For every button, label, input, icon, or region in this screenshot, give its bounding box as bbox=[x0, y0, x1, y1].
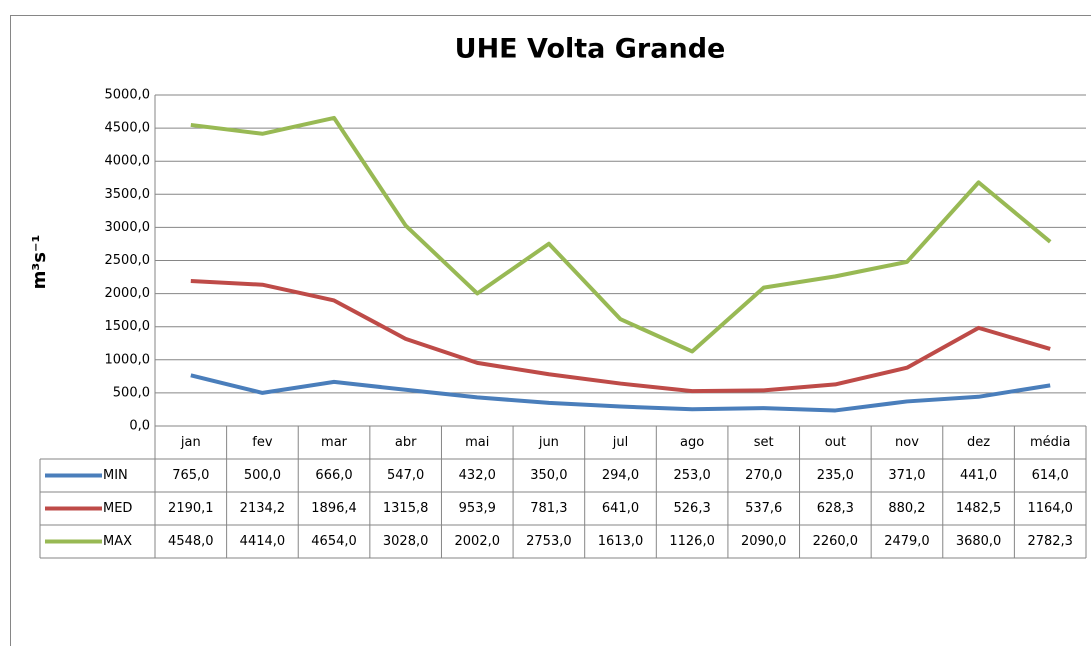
y-tick-label: 2000,0 bbox=[105, 286, 151, 301]
table-value: 1126,0 bbox=[669, 534, 715, 549]
x-tick-label: out bbox=[825, 435, 846, 450]
y-axis-label: m³s⁻¹ bbox=[29, 235, 50, 290]
series-line bbox=[190, 115, 1052, 354]
table-value: 4548,0 bbox=[168, 534, 214, 549]
table-value: 500,0 bbox=[244, 468, 281, 483]
table-value: 880,2 bbox=[888, 501, 925, 516]
table-value: 294,0 bbox=[602, 468, 639, 483]
table-value: 2190,1 bbox=[168, 501, 214, 516]
table-value: 1482,5 bbox=[956, 501, 1002, 516]
x-tick-label: fev bbox=[252, 435, 273, 450]
x-tick-label: mai bbox=[465, 435, 489, 450]
table-value: 2479,0 bbox=[884, 534, 930, 549]
table-value: 2782,3 bbox=[1027, 534, 1073, 549]
y-tick-label: 1000,0 bbox=[105, 352, 151, 367]
table-value: 2260,0 bbox=[813, 534, 859, 549]
x-tick-label: abr bbox=[395, 435, 417, 450]
table-value: 1613,0 bbox=[598, 534, 644, 549]
y-tick-label: 3000,0 bbox=[105, 220, 151, 235]
y-tick-label: 0,0 bbox=[129, 419, 150, 434]
table-value: 1164,0 bbox=[1027, 501, 1073, 516]
x-tick-label: ago bbox=[680, 435, 704, 450]
y-tick-label: 1500,0 bbox=[105, 319, 151, 334]
table-value: 2090,0 bbox=[741, 534, 787, 549]
table-value: 4654,0 bbox=[311, 534, 357, 549]
table-value: 666,0 bbox=[315, 468, 352, 483]
chart-title: UHE Volta Grande bbox=[455, 34, 726, 65]
y-tick-label: 2500,0 bbox=[105, 253, 151, 268]
x-tick-label: jul bbox=[612, 435, 628, 450]
table-value: 270,0 bbox=[745, 468, 782, 483]
table-value: 1315,8 bbox=[383, 501, 429, 516]
table-value: 537,6 bbox=[745, 501, 782, 516]
series-line bbox=[190, 279, 1051, 394]
table-value: 432,0 bbox=[459, 468, 496, 483]
table-value: 2753,0 bbox=[526, 534, 572, 549]
table-value: 3028,0 bbox=[383, 534, 429, 549]
table-value: 526,3 bbox=[674, 501, 711, 516]
table-value: 4414,0 bbox=[240, 534, 286, 549]
table-value: 1896,4 bbox=[311, 501, 357, 516]
x-tick-label: jan bbox=[180, 435, 201, 450]
series-line bbox=[190, 373, 1051, 413]
y-tick-label: 500,0 bbox=[113, 385, 150, 400]
table-value: 953,9 bbox=[459, 501, 496, 516]
table-value: 547,0 bbox=[387, 468, 424, 483]
legend-label: MIN bbox=[103, 468, 128, 483]
table-value: 2002,0 bbox=[455, 534, 501, 549]
table-value: 350,0 bbox=[530, 468, 567, 483]
x-tick-label: jun bbox=[538, 435, 559, 450]
legend-label: MED bbox=[103, 501, 132, 516]
table-value: 2134,2 bbox=[240, 501, 286, 516]
x-tick-label: mar bbox=[321, 435, 348, 450]
table-value: 235,0 bbox=[817, 468, 854, 483]
table-value: 3680,0 bbox=[956, 534, 1002, 549]
y-tick-label: 3500,0 bbox=[105, 187, 151, 202]
table-value: 628,3 bbox=[817, 501, 854, 516]
legend-label: MAX bbox=[103, 534, 132, 549]
table-value: 253,0 bbox=[674, 468, 711, 483]
table-value: 441,0 bbox=[960, 468, 997, 483]
y-tick-label: 4500,0 bbox=[105, 121, 151, 136]
table-value: 614,0 bbox=[1032, 468, 1069, 483]
table-value: 371,0 bbox=[888, 468, 925, 483]
chart-border bbox=[10, 15, 1091, 646]
table-value: 641,0 bbox=[602, 501, 639, 516]
y-tick-label: 4000,0 bbox=[105, 154, 151, 169]
x-tick-label: set bbox=[754, 435, 774, 450]
y-tick-label: 5000,0 bbox=[105, 88, 151, 103]
x-tick-label: dez bbox=[967, 435, 990, 450]
table-value: 781,3 bbox=[530, 501, 567, 516]
x-tick-label: nov bbox=[895, 435, 919, 450]
table-value: 765,0 bbox=[172, 468, 209, 483]
x-tick-label: média bbox=[1030, 435, 1071, 450]
